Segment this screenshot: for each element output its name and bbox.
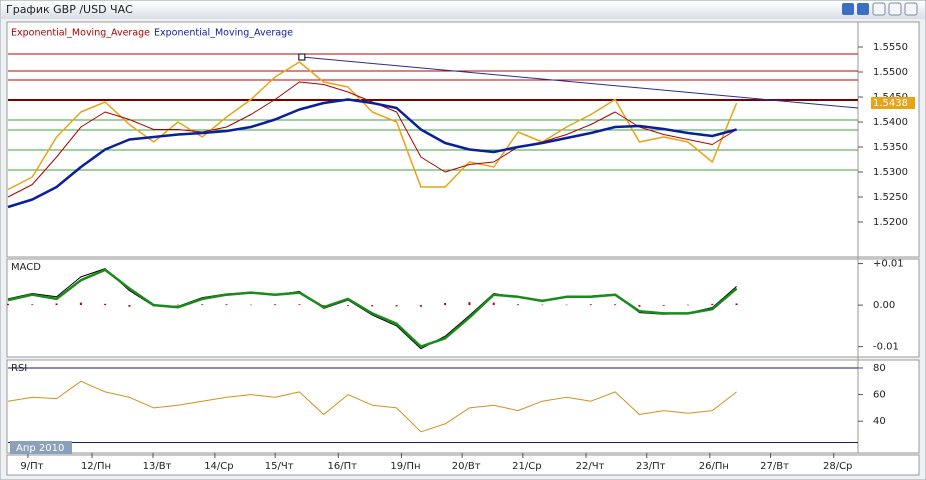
y-tick-label: 40 — [873, 416, 886, 427]
y-tick-label: 1.5300 — [873, 167, 908, 178]
histogram-bar — [31, 304, 34, 306]
histogram-bar — [274, 304, 277, 306]
window-buttons[interactable] — [842, 2, 918, 16]
x-tick-label: 26/Пн — [699, 461, 729, 472]
series-line — [7, 268, 738, 348]
pane-title: RSI — [11, 363, 27, 374]
legend-entry: Exponential_Moving_Average — [11, 28, 150, 39]
histogram-bar — [711, 303, 714, 306]
trend-line — [301, 56, 859, 109]
histogram-bar — [492, 302, 495, 306]
histogram-bar — [662, 305, 665, 306]
y-tick-label: 60 — [873, 390, 886, 401]
histogram-bar — [79, 302, 82, 306]
histogram-bar — [347, 305, 349, 306]
x-tick-label: 20/Вт — [452, 461, 481, 472]
last-value-label: 1.5438 — [873, 98, 908, 109]
x-tick-label: 13/Вт — [143, 461, 172, 472]
x-tick-label: 27/Вт — [760, 461, 789, 472]
y-tick-label: -0.01 — [873, 342, 899, 353]
x-tick-label: 14/Ср — [204, 461, 233, 472]
last-value-box — [871, 97, 915, 109]
histogram-bar — [128, 305, 131, 307]
pane-title: MACD — [11, 262, 41, 273]
close-button[interactable] — [904, 2, 918, 16]
histogram-bar — [177, 304, 179, 306]
histogram-bar — [444, 303, 447, 306]
histogram-bar — [201, 304, 204, 306]
y-tick-label: 1.5550 — [873, 42, 908, 53]
histogram-bar — [541, 304, 544, 306]
settings-button[interactable] — [857, 3, 869, 15]
histogram-bar — [565, 304, 568, 306]
x-tick-label: 9/Пт — [20, 461, 43, 472]
x-tick-label: 16/Пт — [328, 461, 358, 472]
x-tick-label: 19/Пн — [390, 461, 420, 472]
x-tick-label: 22/Чт — [576, 461, 605, 472]
histogram-bar — [419, 305, 422, 307]
title-bar — [1, 1, 925, 19]
histogram-bar — [371, 305, 374, 307]
histogram-bar — [687, 304, 689, 306]
histogram-bar — [468, 302, 471, 306]
x-tick-label: 12/Пн — [81, 461, 111, 472]
y-tick-label: +0.01 — [873, 259, 904, 270]
legend-entry: Exponential_Moving_Average — [154, 28, 293, 39]
y-tick-label: 80 — [873, 363, 886, 374]
maximize-button[interactable] — [888, 2, 902, 16]
x-tick-label: 21/Ср — [512, 461, 541, 472]
series-line — [7, 380, 737, 433]
y-tick-label: 1.5400 — [873, 117, 908, 128]
y-tick-label: 1.5350 — [873, 142, 908, 153]
y-tick-label: 1.5200 — [873, 217, 908, 228]
histogram-bar — [55, 303, 58, 306]
histogram-bar — [638, 305, 641, 307]
histogram-bar — [589, 304, 592, 306]
x-tick-label: 15/Чт — [265, 461, 294, 472]
x-tick-label: 28/Ср — [823, 461, 852, 472]
period-label: Апр 2010 — [16, 443, 64, 454]
histogram-bar — [395, 305, 398, 307]
histogram-bar — [517, 304, 519, 306]
price-pane — [6, 21, 920, 258]
y-tick-label: 0.00 — [873, 300, 895, 311]
y-tick-label: 1.5250 — [873, 192, 908, 203]
series-line — [7, 61, 738, 191]
macd-pane — [6, 258, 920, 358]
series-line — [7, 98, 737, 209]
rsi-pane — [6, 359, 920, 454]
x-tick-label: 23/Пт — [636, 461, 666, 472]
histogram-bar — [735, 303, 738, 306]
histogram-bar — [104, 303, 107, 306]
time-axis — [6, 454, 920, 476]
histogram-bar — [7, 303, 9, 306]
window-title: График GBP /USD ЧАС — [6, 3, 133, 16]
y-tick-label: 1.5500 — [873, 67, 908, 78]
help-button[interactable] — [842, 3, 854, 15]
period-box — [10, 441, 72, 454]
histogram-bar — [249, 304, 252, 306]
histogram-bar — [614, 304, 617, 306]
trend-anchor — [298, 53, 306, 61]
histogram-bar — [298, 304, 301, 306]
minimize-button[interactable] — [872, 2, 886, 16]
histogram-bar — [225, 304, 228, 306]
